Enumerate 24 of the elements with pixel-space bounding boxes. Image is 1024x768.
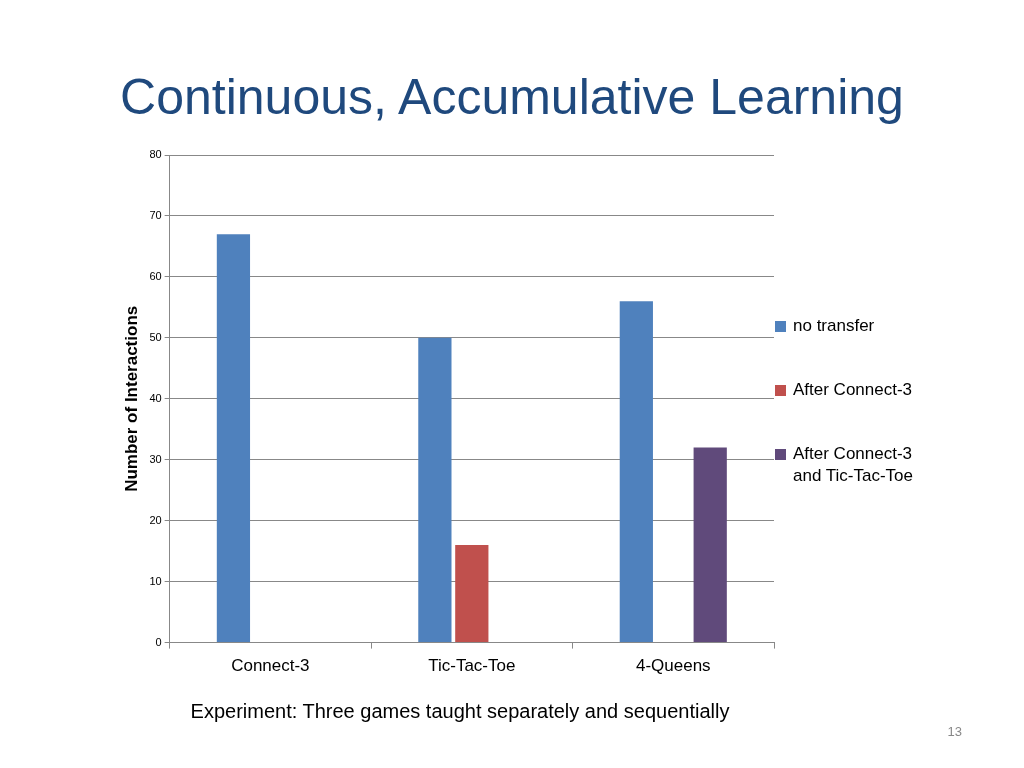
y-tick-label: 80 bbox=[149, 148, 162, 161]
y-tick-label: 10 bbox=[149, 574, 162, 587]
y-tick-label: 30 bbox=[149, 452, 162, 465]
x-tick-label: 4-Queens bbox=[635, 656, 711, 676]
y-axis-title: Number of Interactions bbox=[121, 305, 141, 492]
x-tick-label: Tic-Tac-Toe bbox=[428, 656, 516, 676]
y-tick-label: 60 bbox=[149, 269, 162, 282]
bar bbox=[619, 301, 653, 643]
y-tick-label: 70 bbox=[149, 208, 162, 221]
legend-label: no transfer bbox=[793, 315, 875, 337]
legend-label: After Connect-3 bbox=[793, 379, 913, 401]
bar bbox=[418, 337, 452, 643]
bar bbox=[455, 545, 489, 643]
text: 13 bbox=[947, 724, 962, 739]
y-tick-label: 40 bbox=[149, 391, 162, 404]
y-tick-label: 20 bbox=[149, 513, 162, 526]
text: Experiment: Three games taught separately and sequentially bbox=[189, 700, 731, 723]
bar bbox=[216, 234, 251, 643]
y-tick-label: 0 bbox=[155, 635, 162, 648]
y-tick-label: 50 bbox=[149, 330, 162, 343]
bar bbox=[693, 447, 727, 643]
chart-title: Continuous, Accumulative Learning bbox=[119, 68, 905, 127]
legend-label: After Connect-3 and Tic-Tac-Toe bbox=[793, 443, 913, 487]
x-tick-label: Connect-3 bbox=[231, 656, 310, 676]
